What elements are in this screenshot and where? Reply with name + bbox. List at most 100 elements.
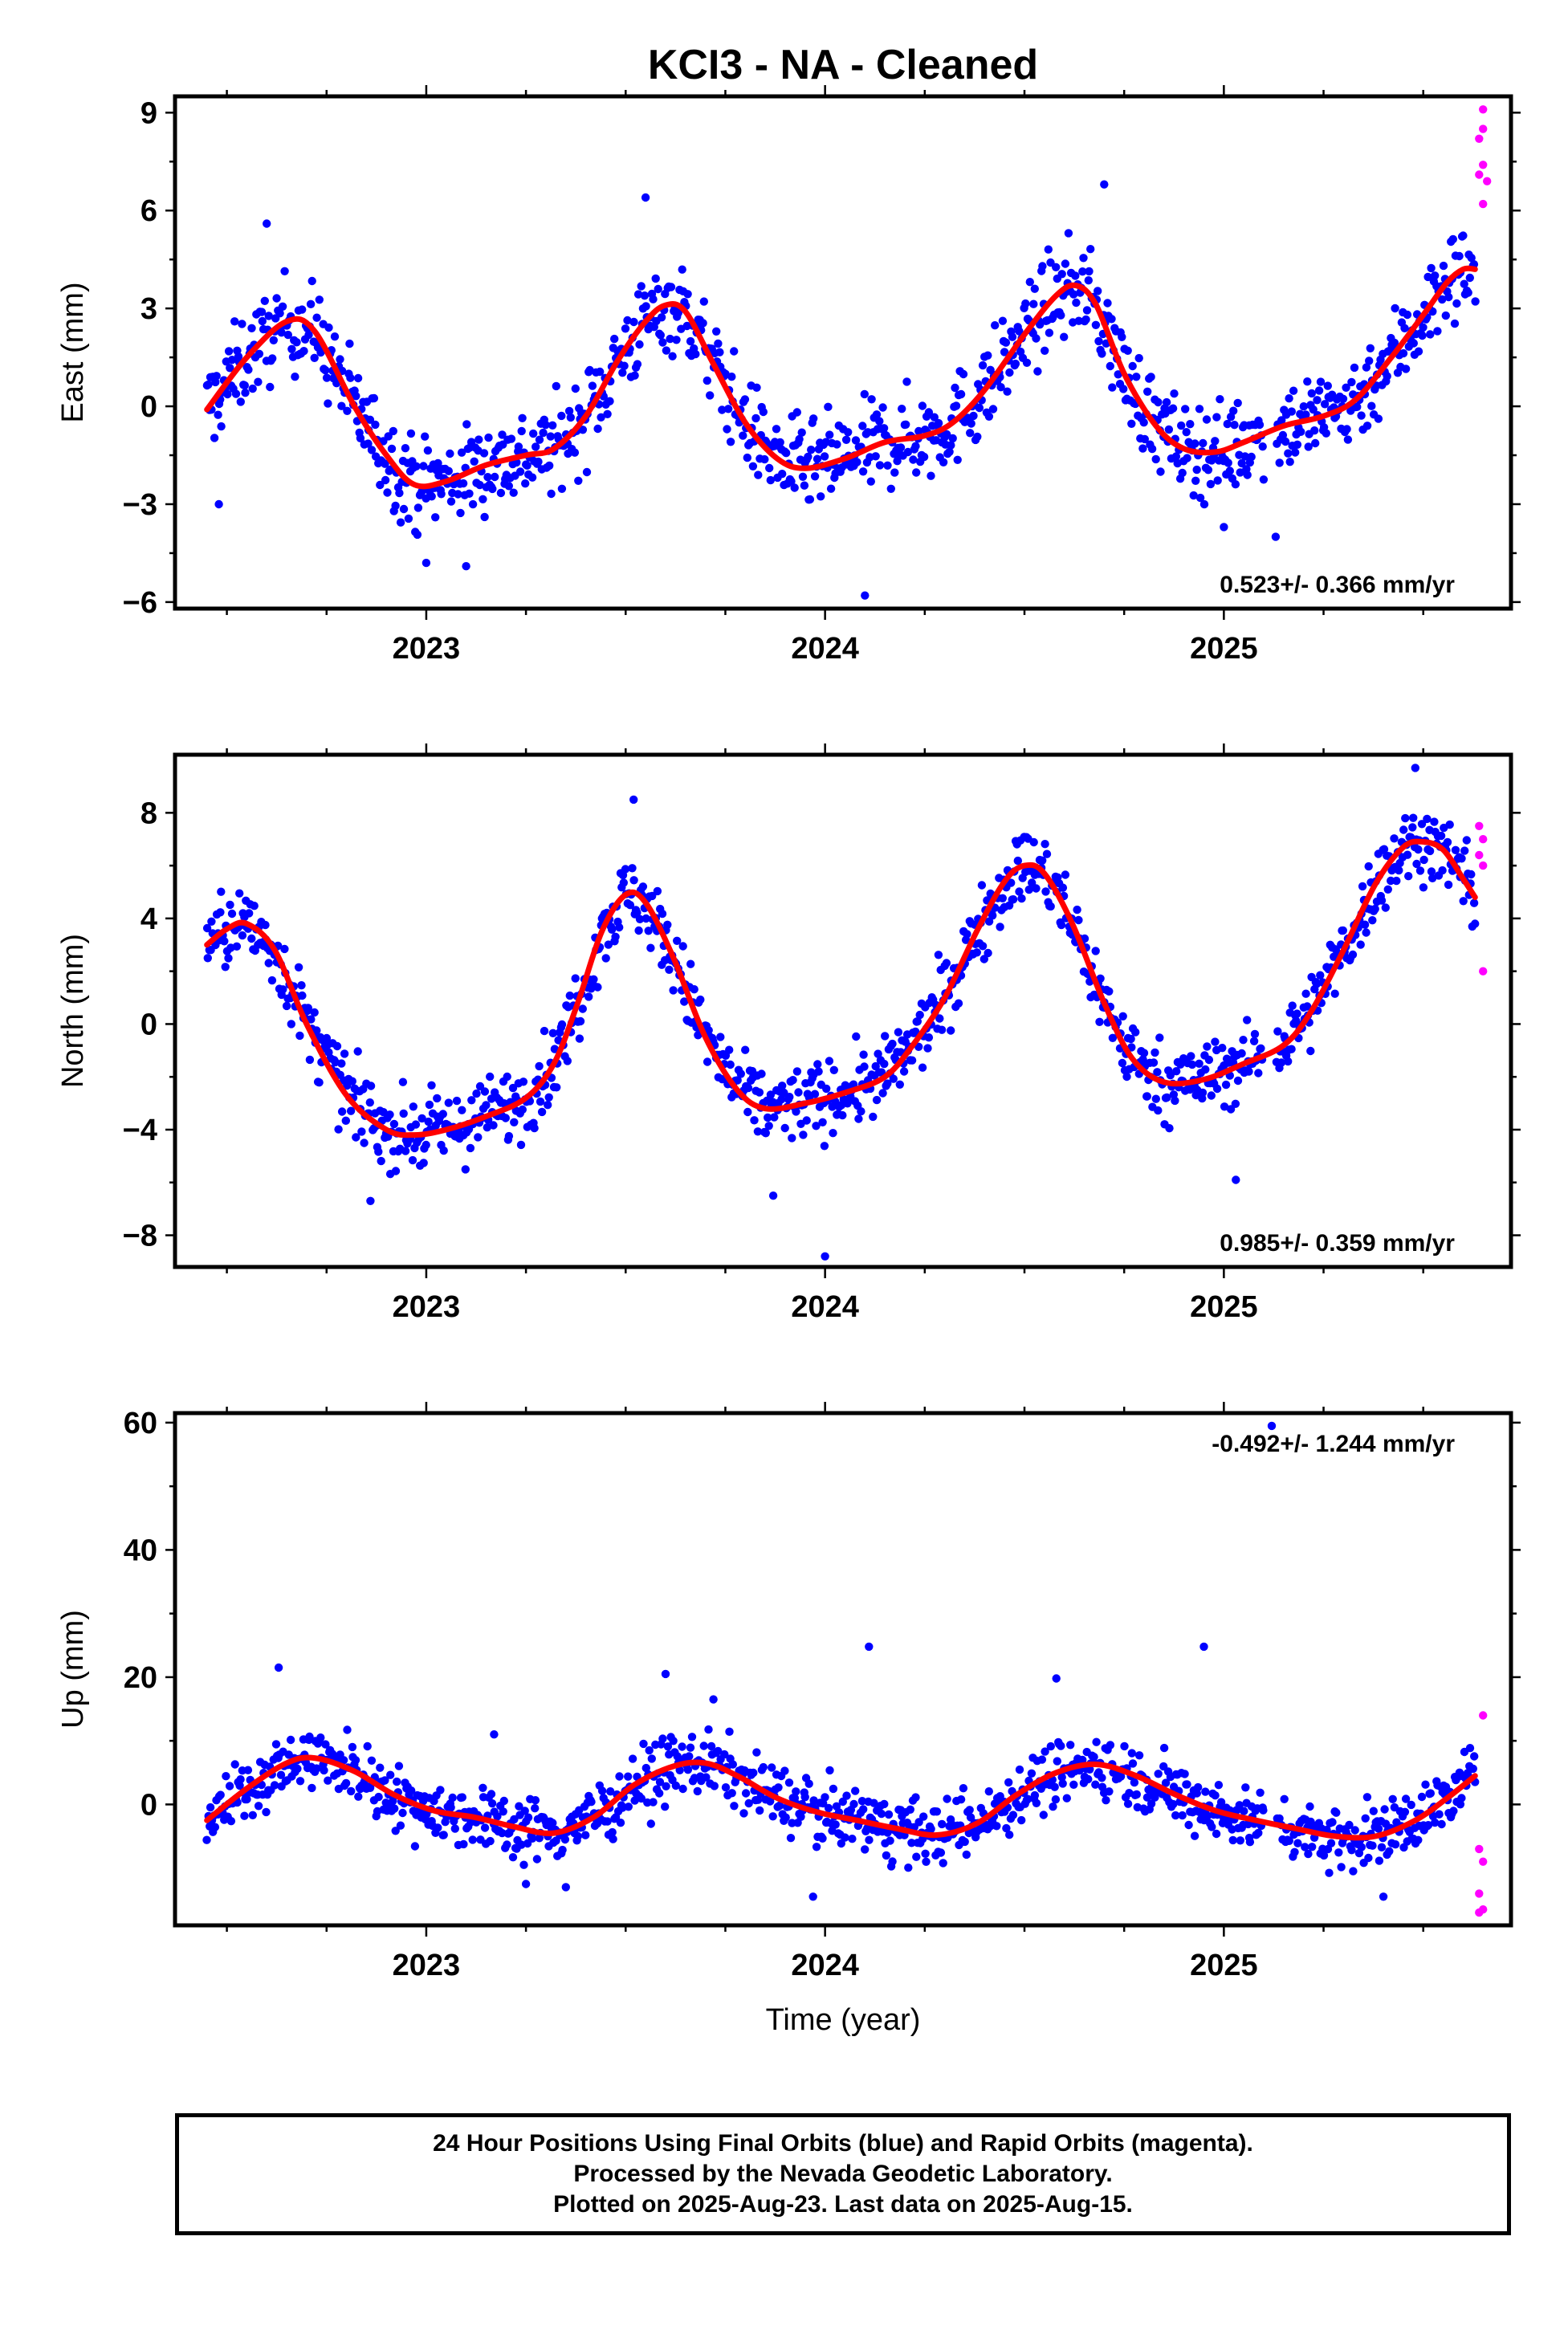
x-tick-label: 2025 [1190, 632, 1258, 666]
point-final [340, 1049, 349, 1058]
point-final [882, 1851, 891, 1860]
point-final [702, 1773, 711, 1782]
point-final [1015, 327, 1024, 336]
point-final [570, 448, 580, 457]
point-final [1237, 458, 1246, 468]
point-final [947, 441, 955, 450]
point-final [1212, 413, 1221, 422]
point-final [727, 1789, 736, 1798]
point-final [1119, 385, 1128, 393]
point-final [1259, 475, 1269, 484]
point-final [557, 1020, 567, 1029]
point-final [1383, 885, 1393, 894]
point-final [462, 420, 471, 429]
point-final [611, 932, 620, 942]
point-final [1291, 448, 1300, 457]
point-final [1118, 1012, 1127, 1021]
point-final [1444, 292, 1453, 302]
point-final [942, 959, 951, 967]
point-final [780, 1766, 789, 1775]
point-final [446, 497, 456, 506]
point-final [848, 1835, 857, 1843]
point-final [339, 1756, 348, 1765]
point-final [517, 426, 526, 436]
point-final [857, 1797, 867, 1806]
point-final [523, 461, 531, 470]
point-final [295, 1777, 305, 1786]
point-final [984, 351, 992, 360]
point-final [785, 1093, 794, 1102]
point-final [956, 1795, 966, 1804]
point-final [1414, 845, 1423, 854]
point-final [918, 1063, 927, 1072]
point-final [261, 920, 270, 930]
point-final [345, 339, 354, 348]
point-final [752, 383, 761, 392]
point-final [1243, 1016, 1252, 1024]
point-final [1426, 1789, 1436, 1798]
point-final [438, 1110, 447, 1118]
point-final [1244, 1067, 1253, 1076]
point-final [1130, 1778, 1139, 1787]
point-final [1379, 845, 1389, 853]
point-final [298, 305, 307, 314]
point-final [1288, 1001, 1297, 1010]
point-final [1005, 368, 1014, 377]
point-final [1023, 1794, 1032, 1803]
point-final [1388, 1794, 1397, 1803]
point-final [743, 1107, 752, 1117]
point-final [630, 371, 639, 380]
point-final [996, 383, 1005, 392]
point-final [1105, 987, 1114, 996]
point-final [1000, 348, 1009, 356]
point-final [334, 1125, 343, 1134]
point-final [784, 1778, 794, 1787]
point-final [1383, 372, 1391, 381]
point-final [324, 399, 332, 408]
point-final [376, 1763, 385, 1772]
point-final [214, 410, 222, 419]
point-final [686, 336, 695, 346]
point-final [768, 1191, 778, 1200]
point-final [1191, 439, 1199, 448]
point-final [768, 1763, 776, 1772]
point-final [1041, 840, 1049, 849]
point-final [761, 1129, 770, 1138]
point-final [1435, 1810, 1444, 1819]
point-final [1273, 1027, 1282, 1036]
point-final [826, 484, 836, 493]
point-final [1275, 458, 1284, 467]
point-final [911, 1793, 920, 1802]
point-final [1360, 920, 1370, 929]
point-final [629, 795, 638, 805]
point-final [468, 1835, 477, 1844]
point-final [341, 1116, 350, 1126]
point-final [207, 917, 216, 927]
point-final [1392, 876, 1401, 886]
point-final [1325, 1868, 1334, 1877]
point-final [641, 914, 650, 923]
point-final [899, 1067, 909, 1076]
point-final [376, 480, 385, 490]
point-final [404, 514, 413, 523]
plot-frame-east [173, 94, 1513, 611]
point-final [1407, 1800, 1415, 1810]
point-final [1052, 263, 1061, 271]
point-final [1418, 331, 1427, 340]
point-final [680, 997, 689, 1006]
point-final [1212, 1084, 1222, 1094]
point-final [1423, 814, 1432, 824]
point-final [304, 330, 313, 340]
y-tick-label: 0 [141, 1008, 157, 1041]
point-final [603, 1817, 612, 1826]
point-final [521, 1880, 531, 1888]
point-final [377, 1156, 385, 1166]
point-final [1362, 928, 1370, 937]
point-final [527, 473, 537, 482]
point-final [1223, 419, 1232, 429]
point-final [723, 425, 731, 434]
point-final [298, 991, 307, 1000]
point-final [1151, 454, 1160, 464]
point-final [1128, 1759, 1138, 1768]
point-final [593, 424, 602, 434]
